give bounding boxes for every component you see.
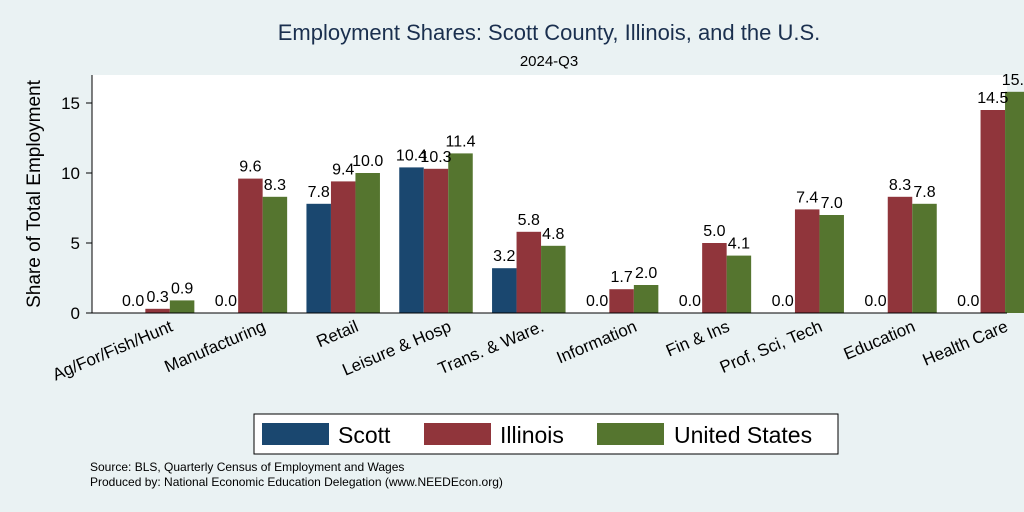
data-label-united-states-ag-for-fish-hunt: 0.9	[171, 280, 193, 297]
data-label-illinois-education: 8.3	[889, 177, 911, 194]
data-label-united-states-health-care: 15.8	[1002, 72, 1024, 89]
data-label-scott-education: 0.0	[864, 293, 886, 310]
bar-united-states-prof-sci-tech	[819, 215, 844, 313]
legend-box	[253, 413, 839, 455]
bar-scott-trans-ware	[492, 268, 517, 313]
data-label-united-states-retail: 10.0	[352, 153, 383, 170]
legend-label-illinois: Illinois	[500, 422, 564, 448]
data-label-scott-ag-for-fish-hunt: 0.0	[122, 293, 144, 310]
legend-swatch-scott	[262, 423, 329, 445]
chart-subtitle: 2024-Q3	[520, 53, 578, 70]
data-label-united-states-information: 2.0	[635, 265, 657, 282]
bar-united-states-information	[633, 285, 659, 313]
data-label-united-states-manufacturing: 8.3	[264, 177, 286, 194]
y-tick-label: 10	[61, 164, 80, 183]
y-axis-label: Share of Total Employment	[24, 79, 45, 307]
bars	[145, 91, 1024, 313]
data-label-illinois-leisure-hosp: 10.3	[420, 149, 451, 166]
data-label-united-states-education: 7.8	[913, 184, 935, 201]
bar-illinois-retail	[330, 181, 356, 313]
data-label-scott-retail: 7.8	[308, 184, 330, 201]
data-label-united-states-prof-sci-tech: 7.0	[821, 195, 843, 212]
legend: Scott Illinois United States	[253, 413, 839, 455]
bar-scott-retail	[306, 203, 331, 313]
produced-by-note: Produced by: National Economic Education…	[90, 475, 503, 489]
data-label-scott-fin-ins: 0.0	[679, 293, 701, 310]
data-label-scott-prof-sci-tech: 0.0	[772, 293, 794, 310]
chart-title: Employment Shares: Scott County, Illinoi…	[278, 20, 821, 45]
bar-illinois-information	[609, 289, 634, 313]
data-label-illinois-manufacturing: 9.6	[239, 159, 261, 176]
bar-united-states-manufacturing	[262, 196, 288, 313]
data-label-united-states-leisure-hosp: 11.4	[446, 133, 476, 150]
data-label-illinois-health-care: 14.5	[977, 90, 1008, 107]
bar-illinois-prof-sci-tech	[794, 209, 820, 313]
bar-illinois-education	[887, 196, 913, 313]
data-label-illinois-ag-for-fish-hunt: 0.3	[146, 289, 168, 306]
data-label-united-states-fin-ins: 4.1	[728, 236, 750, 253]
data-label-scott-information: 0.0	[586, 293, 608, 310]
data-label-illinois-fin-ins: 5.0	[703, 223, 725, 240]
legend-label-united-states: United States	[674, 422, 812, 448]
bar-illinois-trans-ware	[516, 231, 542, 313]
legend-swatch-illinois	[424, 423, 491, 445]
bar-united-states-leisure-hosp	[448, 153, 473, 313]
data-labels: 0.0 0.07.810.43.20.0 0.0 0.0 0.0 0.00.39.6 9.4…	[122, 72, 1024, 310]
bar-illinois-fin-ins	[702, 243, 727, 313]
data-label-united-states-trans-ware: 4.8	[542, 226, 564, 243]
data-label-illinois-prof-sci-tech: 7.4	[796, 189, 818, 206]
bar-united-states-health-care	[1005, 91, 1024, 313]
bar-illinois-health-care	[980, 110, 1006, 313]
data-label-illinois-retail: 9.4	[332, 161, 354, 178]
legend-swatch-united-states	[597, 423, 664, 445]
source-note: Source: BLS, Quarterly Census of Employm…	[90, 460, 405, 474]
bar-united-states-education	[912, 203, 937, 313]
y-tick-label: 5	[71, 234, 80, 253]
bar-united-states-ag-for-fish-hunt	[169, 300, 195, 313]
data-label-scott-manufacturing: 0.0	[215, 293, 237, 310]
data-label-scott-trans-ware: 3.2	[493, 248, 515, 265]
legend-label-scott: Scott	[338, 422, 391, 448]
bar-illinois-manufacturing	[238, 178, 263, 313]
data-label-scott-health-care: 0.0	[957, 293, 979, 310]
bar-united-states-fin-ins	[726, 255, 752, 313]
y-axis: 0 5 10 15	[61, 75, 93, 323]
data-label-illinois-trans-ware: 5.8	[518, 212, 540, 229]
bar-united-states-trans-ware	[541, 245, 566, 313]
y-tick-label: 15	[61, 94, 80, 113]
y-tick-label: 0	[71, 304, 80, 323]
bar-illinois-ag-for-fish-hunt	[145, 308, 170, 313]
data-label-illinois-information: 1.7	[610, 269, 632, 286]
data-label-scott-leisure-hosp: 10.4	[396, 147, 427, 164]
bar-united-states-retail	[355, 173, 380, 313]
bar-scott-leisure-hosp	[399, 167, 424, 313]
bar-illinois-leisure-hosp	[423, 168, 449, 313]
